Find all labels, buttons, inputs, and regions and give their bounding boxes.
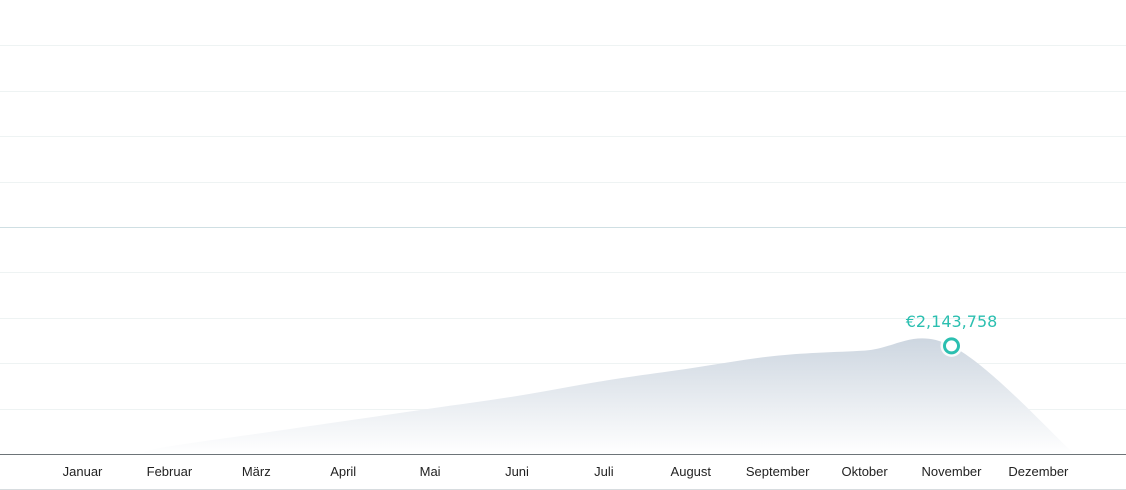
x-tick-label: September xyxy=(746,464,810,479)
x-tick-label: Mai xyxy=(420,464,441,479)
grid-lines xyxy=(0,45,1126,410)
area-fill xyxy=(137,338,1075,454)
x-tick-label: November xyxy=(922,464,983,479)
x-tick-label: Januar xyxy=(63,464,103,479)
x-axis-labels: Januar Februar März April Mai Juni Juli August S… xyxy=(63,464,1069,479)
x-tick-label: Dezember xyxy=(1008,464,1069,479)
x-tick-label: März xyxy=(242,464,271,479)
x-tick-label: Oktober xyxy=(841,464,888,479)
x-tick-label: Juli xyxy=(594,464,614,479)
highlight-marker-group[interactable]: €2,143,758 xyxy=(906,312,998,357)
area-series xyxy=(137,338,1075,454)
x-tick-label: August xyxy=(671,464,712,479)
highlight-point-marker[interactable] xyxy=(943,337,960,355)
x-tick-label: Februar xyxy=(147,464,193,479)
highlight-value-label: €2,143,758 xyxy=(906,312,998,331)
x-tick-label: April xyxy=(330,464,356,479)
x-tick-label: Juni xyxy=(505,464,529,479)
